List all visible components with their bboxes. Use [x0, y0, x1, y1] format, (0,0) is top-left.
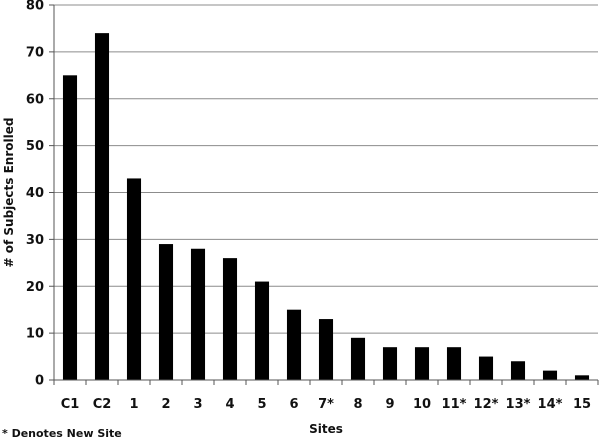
x-tick-label: 15 — [573, 397, 591, 412]
x-tick-label: C1 — [61, 397, 80, 412]
bar — [446, 347, 462, 380]
bar — [254, 281, 270, 380]
x-tick-label: 9 — [385, 397, 394, 412]
y-tick-label: 60 — [26, 92, 44, 107]
x-tick-label: 8 — [353, 397, 362, 412]
x-tick-label: 1 — [129, 397, 138, 412]
bar — [414, 347, 430, 380]
x-tick-label: 7* — [318, 397, 334, 412]
x-tick-label: 4 — [225, 397, 234, 412]
y-tick-label: 30 — [26, 233, 44, 248]
bar — [94, 33, 110, 380]
x-tick-labels: C1 C2 1 2 3 4 5 6 7* 8 9 10 11* 12* 13* 14* 15 — [61, 397, 591, 412]
bar — [478, 356, 494, 380]
y-axis-title: # of Subjects Enrolled — [2, 118, 16, 268]
bar — [382, 347, 398, 380]
x-tick-label: 10 — [413, 397, 431, 412]
bar — [350, 337, 366, 380]
x-tick-label: 12* — [474, 397, 499, 412]
y-tick-label: 80 — [26, 0, 44, 14]
gridlines — [54, 4, 598, 334]
bar — [190, 248, 206, 380]
x-tick-label: 11* — [442, 397, 467, 412]
x-axis-title: Sites — [309, 422, 343, 436]
bar — [510, 361, 526, 380]
bar — [222, 258, 238, 380]
bar — [126, 178, 142, 380]
x-tick-label: C2 — [93, 397, 112, 412]
bar — [62, 75, 78, 380]
x-tick-label: 2 — [161, 397, 170, 412]
y-tick-label: 0 — [35, 374, 44, 389]
x-tick-label: 13* — [506, 397, 531, 412]
bar — [158, 244, 174, 380]
bar — [542, 370, 558, 380]
y-tick-labels: 0 10 20 30 40 50 60 70 80 — [26, 0, 44, 389]
axes — [49, 4, 599, 385]
x-tick-label: 5 — [257, 397, 266, 412]
x-tick-label: 14* — [538, 397, 563, 412]
bar — [286, 309, 302, 380]
bar — [574, 375, 590, 380]
y-tick-label: 40 — [26, 186, 44, 201]
bar — [318, 319, 334, 380]
y-tick-label: 20 — [26, 280, 44, 295]
x-tick-label: 6 — [289, 397, 298, 412]
y-tick-label: 70 — [26, 45, 44, 60]
bars — [62, 33, 590, 380]
x-tick-label: 3 — [193, 397, 202, 412]
y-tick-label: 50 — [26, 139, 44, 154]
y-tick-label: 10 — [26, 327, 44, 342]
footnote: * Denotes New Site — [2, 427, 122, 440]
